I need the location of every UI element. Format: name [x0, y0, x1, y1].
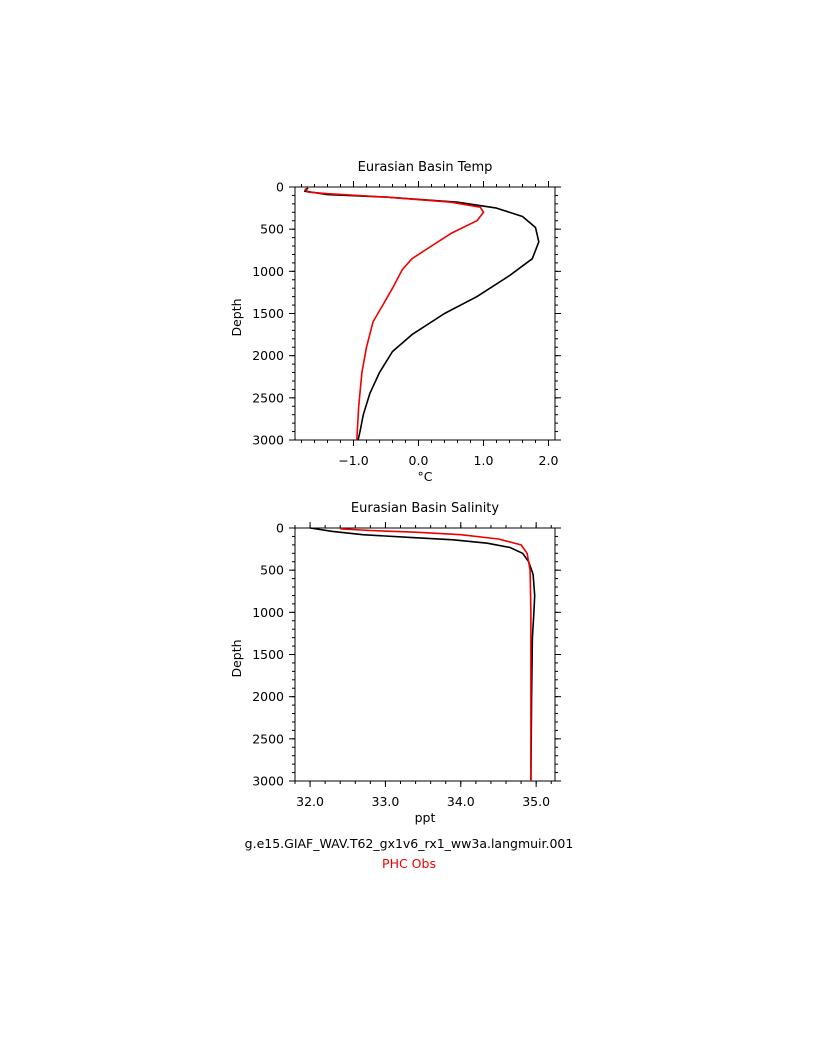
- y-tick-label: 500: [260, 222, 284, 237]
- x-tick-label: 32.0: [296, 794, 324, 809]
- x-tick-label: 2.0: [539, 453, 559, 468]
- y-tick-label: 1000: [252, 264, 284, 279]
- x-axis-label: °C: [418, 469, 433, 484]
- y-axis-label: Depth: [229, 298, 244, 336]
- y-tick-label: 1500: [252, 647, 284, 662]
- x-tick-label: 1.0: [474, 453, 494, 468]
- x-tick-label: 33.0: [372, 794, 400, 809]
- x-axis-label: ppt: [415, 810, 436, 825]
- y-tick-label: 500: [260, 563, 284, 578]
- x-tick-label: 0.0: [409, 453, 429, 468]
- x-tick-label: 35.0: [522, 794, 550, 809]
- chart-title: Eurasian Basin Temp: [358, 160, 493, 175]
- y-tick-label: 3000: [252, 774, 284, 789]
- salinity-panel: 0 500 1000 1500 2000 2500 3000 32.0 33.0 34.0 35.0…: [229, 501, 561, 825]
- y-tick-label: 0: [276, 521, 284, 536]
- y-axis-label: Depth: [229, 639, 244, 677]
- x-tick-label: −1.0: [338, 453, 368, 468]
- legend-obs-name: PHC Obs: [382, 856, 436, 871]
- obs-line: [304, 188, 485, 441]
- y-tick-label: 2500: [252, 390, 284, 405]
- obs-line: [340, 528, 532, 781]
- model-line: [309, 527, 536, 782]
- legend-case-name: g.e15.GIAF_WAV.T62_gx1v6_rx1_ww3a.langmu…: [244, 836, 574, 851]
- y-tick-label: 1000: [252, 605, 284, 620]
- y-tick-label: 2000: [252, 348, 284, 363]
- y-tick-label: 2500: [252, 731, 284, 746]
- y-tick-label: 0: [276, 180, 284, 195]
- temperature-panel: 0 500 1000 1500 2000 2500 3000 −1.0 0.0 1.0 2.0 Eur…: [229, 160, 561, 484]
- y-tick-label: 3000: [252, 433, 284, 448]
- chart-title: Eurasian Basin Salinity: [351, 501, 500, 516]
- y-tick-label: 2000: [252, 689, 284, 704]
- y-tick-label: 1500: [252, 306, 284, 321]
- x-tick-label: 34.0: [447, 794, 475, 809]
